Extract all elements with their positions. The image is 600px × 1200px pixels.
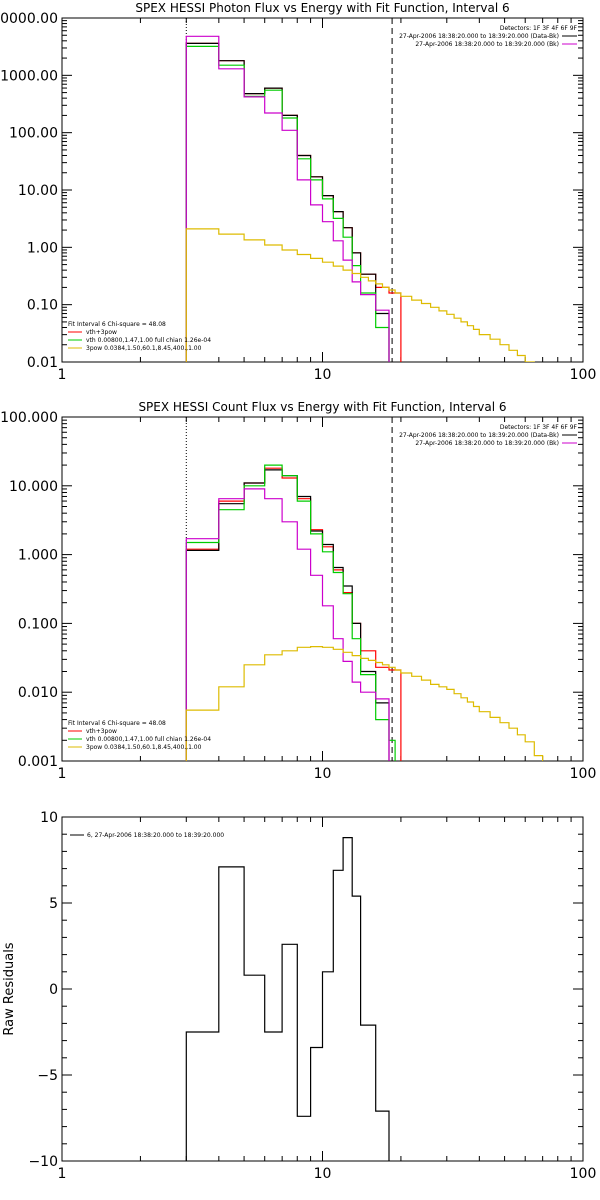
y-tick-label: 10.000 (9, 479, 58, 495)
x-tick-label: 10 (314, 766, 332, 782)
series-line-2 (185, 469, 390, 761)
x-tick-label: 1 (58, 1166, 67, 1182)
x-tick-label: 100 (570, 1166, 597, 1182)
legend-entry: vth 0.00800,1.47,1.00 full chian 1.26e-0… (86, 736, 211, 743)
x-tick-label: 10 (314, 367, 332, 383)
series-line-1 (185, 837, 390, 1161)
legend-entry: vth 0.00800,1.47,1.00 full chian 1.26e-0… (86, 337, 211, 344)
chart-1: SPEX HESSI Photon Flux vs Energy with Fi… (0, 1, 597, 383)
series-group (185, 837, 390, 1161)
legend-topright-text: 27-Apr-2006 18:38:20.000 to 18:39:20.000… (399, 432, 559, 439)
y-tick-label: 0 (49, 982, 58, 998)
series-line-2 (185, 42, 390, 362)
y-tick-label: 10.00 (18, 183, 58, 199)
series-line-3 (185, 464, 396, 761)
chart-3: Raw Residuals 1 10 100 10 5 0 −5 −10 6, 27-Apr-20… (2, 810, 596, 1182)
y-tick-label: 10 (40, 810, 58, 826)
y-tick-label: 0.010 (18, 685, 58, 701)
series-line-5 (185, 646, 544, 761)
series-group (185, 35, 535, 362)
legend-entry: 3pow 0.0384,1.50,60.1,8.45,400.,1.00 (86, 744, 202, 751)
series-line-4 (185, 35, 390, 362)
y-tick-label: 0.100 (18, 616, 58, 632)
legend-entry: 6, 27-Apr-2006 18:38:20.000 to 18:39:20.… (87, 832, 224, 839)
y-tick-label: 0.10 (27, 298, 58, 314)
chart-2: SPEX HESSI Count Flux vs Energy with Fit… (0, 400, 597, 782)
x-tick-label: 100 (570, 766, 597, 782)
legend-topright-text: 27-Apr-2006 18:38:20.000 to 18:39:20.000… (415, 41, 559, 48)
y-tick-label: 1000.00 (0, 68, 58, 84)
chart-title: SPEX HESSI Count Flux vs Energy with Fit… (138, 400, 506, 414)
x-tick-label: 1 (58, 367, 67, 383)
legend-entry: 3pow 0.0384,1.50,60.1,8.45,400.,1.00 (86, 345, 202, 352)
y-tick-label: 100.00 (9, 126, 58, 142)
legend-topright-text: 27-Apr-2006 18:38:20.000 to 18:39:20.000… (415, 440, 559, 447)
y-tick-label: 0.001 (18, 754, 58, 770)
series-line-4 (185, 488, 390, 761)
legend-fit-title: Fit Interval 6 Chi-square = 48.08 (68, 321, 166, 328)
y-axis-label: Raw Residuals (2, 942, 17, 1035)
y-tick-label: 5 (49, 896, 58, 912)
series-line-3 (185, 45, 390, 362)
y-tick-label: 100.000 (0, 410, 58, 426)
legend-topright-text: Detectors: 1F 3F 4F 6F 9F (500, 25, 578, 32)
legend-topright-text: 27-Apr-2006 18:38:20.000 to 18:39:20.000… (399, 33, 559, 40)
x-tick-label: 1 (58, 766, 67, 782)
y-tick-label: −10 (28, 1154, 58, 1170)
chart-title: SPEX HESSI Photon Flux vs Energy with Fi… (135, 1, 509, 15)
series-line-5 (185, 228, 535, 362)
y-tick-label: 0.01 (27, 355, 58, 371)
series-group (185, 464, 544, 761)
y-tick-label: −5 (37, 1068, 58, 1084)
y-tick-label: 1.000 (18, 548, 58, 564)
legend-fit-title: Fit Interval 6 Chi-square = 48.08 (68, 720, 166, 727)
legend-entry: vth+3pow (86, 329, 117, 336)
x-tick-label: 10 (314, 1166, 332, 1182)
x-tick-label: 100 (570, 367, 597, 383)
y-tick-label: 1.00 (27, 240, 58, 256)
legend-topright-text: Detectors: 1F 3F 4F 6F 9F (500, 424, 578, 431)
legend-entry: vth+3pow (86, 728, 117, 735)
